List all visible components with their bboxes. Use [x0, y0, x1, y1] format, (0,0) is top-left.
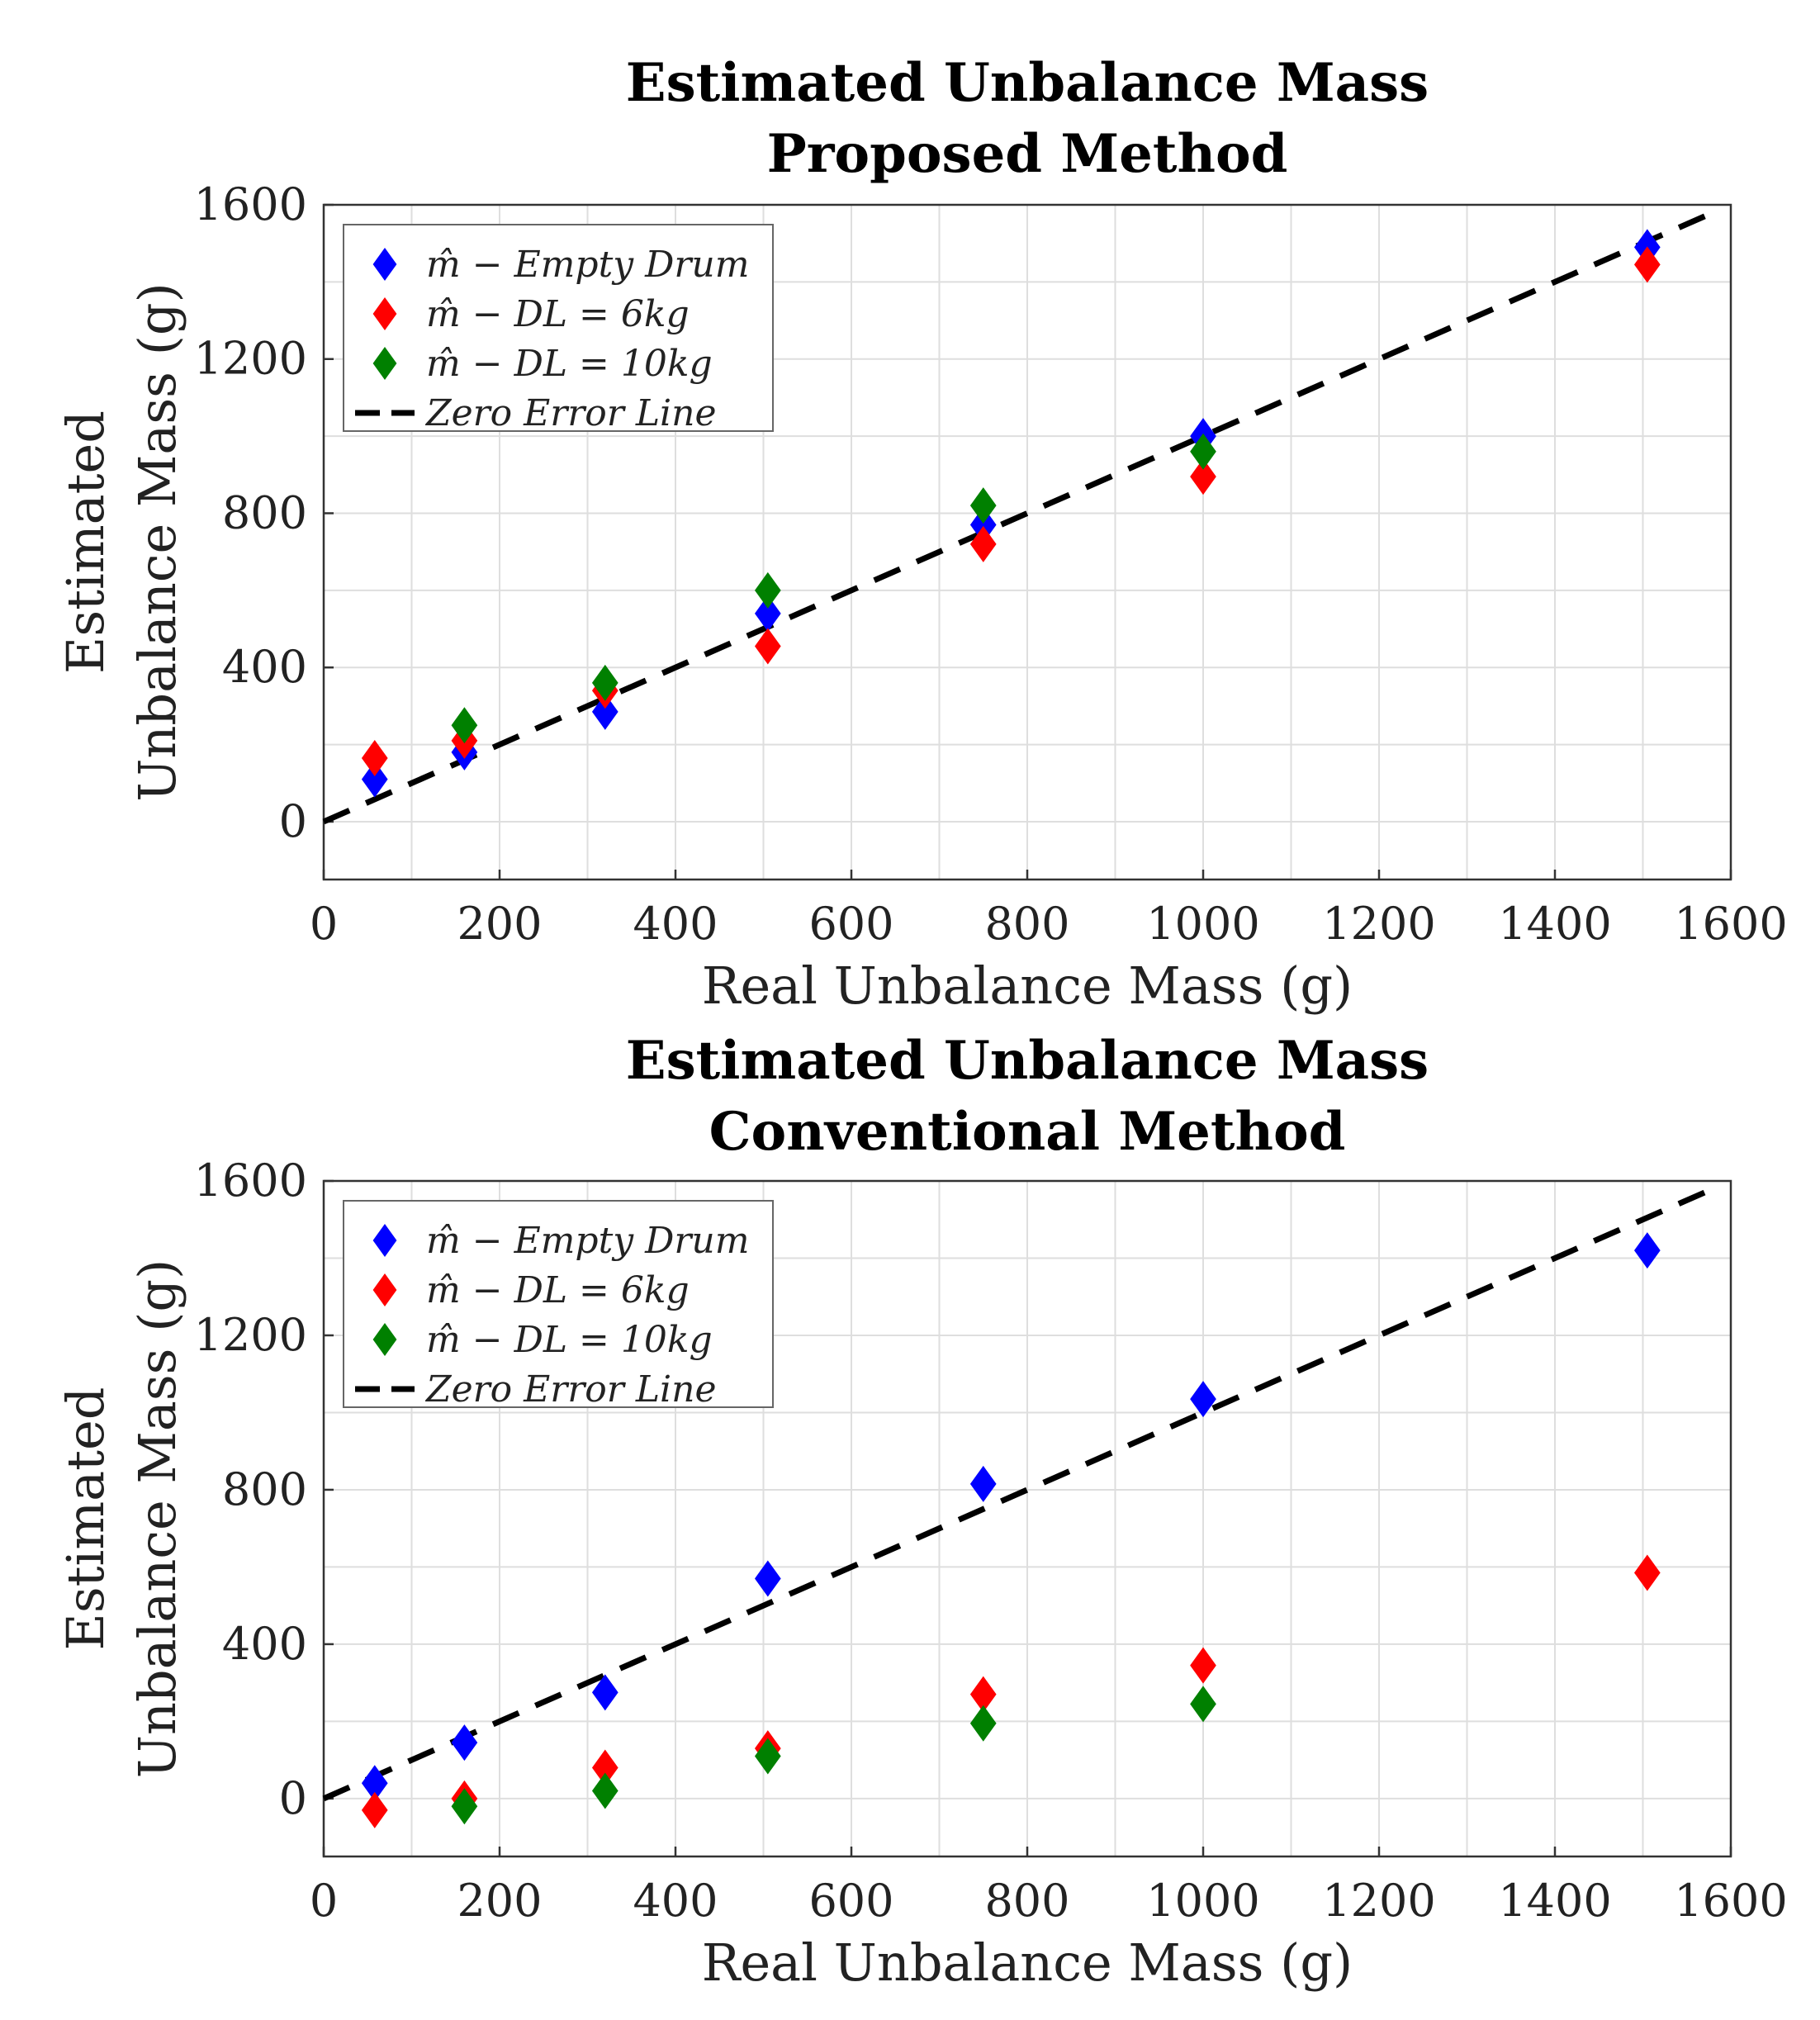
x-tick-label: 1000 [1146, 1875, 1259, 1927]
data-point [754, 628, 781, 665]
x-tick-label: 600 [808, 898, 893, 950]
legend-marker [372, 1273, 397, 1306]
series-1 [361, 1232, 1661, 1802]
y-tick-label: 1600 [194, 178, 307, 230]
legend-marker [372, 1323, 397, 1356]
x-tick-label: 0 [310, 898, 338, 950]
legend-marker [372, 248, 397, 281]
data-point [754, 595, 781, 632]
data-point [361, 739, 388, 776]
x-tick-label: 1600 [1674, 898, 1787, 950]
legend-label: m̂ − DL = 6kg [426, 1269, 690, 1311]
legend-label: m̂ − DL = 6kg [426, 293, 690, 335]
legend-label: m̂ − Empty Drum [426, 1220, 749, 1262]
data-point [451, 707, 478, 744]
data-point [451, 1724, 478, 1762]
legend-marker [372, 347, 397, 380]
chart-title-line-1: Estimated Unbalance Mass [626, 1030, 1429, 1092]
x-tick-label: 1400 [1498, 1875, 1611, 1927]
legend-box [343, 1200, 774, 1408]
x-tick-label: 800 [984, 1875, 1069, 1927]
series-3 [451, 433, 1216, 744]
data-point [969, 506, 997, 543]
x-axis-label: Real Unbalance Mass (g) [702, 955, 1353, 1016]
x-tick-label: 200 [457, 1875, 542, 1927]
chart-title-line-1: Estimated Unbalance Mass [626, 52, 1429, 114]
x-tick-label: 1000 [1146, 898, 1259, 950]
data-point [1190, 1686, 1216, 1723]
series-2 [361, 1554, 1661, 1828]
data-point [1190, 1381, 1216, 1418]
series-3 [451, 1686, 1216, 1825]
legend-label: m̂ − DL = 10kg [426, 343, 713, 385]
data-point [591, 1772, 619, 1809]
y-tick-label: 0 [279, 1772, 307, 1824]
y-tick-label: 1200 [194, 333, 307, 385]
data-point [1633, 246, 1661, 283]
data-point [969, 525, 997, 562]
x-axis-label: Real Unbalance Mass (g) [702, 1932, 1353, 1993]
data-point [591, 664, 619, 701]
chart-title-line-2: Conventional Method [709, 1101, 1346, 1163]
data-point [451, 1788, 478, 1825]
y-axis-label-line-1: Estimated [55, 1387, 116, 1651]
x-tick-label: 400 [633, 898, 718, 950]
legend: m̂ − Empty Drum m̂ − DL = 6kg m̂ − DL = 10… [343, 1200, 774, 1411]
data-point [1190, 433, 1216, 470]
x-tick-label: 800 [984, 898, 1069, 950]
data-point [754, 1560, 781, 1597]
y-axis-label-line-1: Estimated [55, 410, 116, 674]
data-point [361, 1765, 388, 1802]
legend-label: Zero Error Line [424, 1368, 716, 1411]
chart-2: Estimated Unbalance Mass Conventional Met… [55, 1030, 1788, 1993]
data-point [1633, 1554, 1661, 1591]
legend: m̂ − Empty Drum m̂ − DL = 6kg m̂ − DL = 10… [343, 224, 774, 434]
y-tick-label: 1200 [194, 1309, 307, 1361]
y-tick-label: 400 [222, 641, 307, 693]
y-axis-label-line-2: Unbalance Mass (g) [127, 1259, 187, 1779]
data-point [969, 1676, 997, 1713]
data-point [754, 1738, 781, 1775]
legend-marker [372, 1224, 397, 1257]
data-point [1190, 458, 1216, 496]
x-tick-label: 1200 [1322, 898, 1435, 950]
y-tick-label: 1600 [194, 1155, 307, 1207]
data-point [969, 487, 997, 524]
zero-error-line [322, 1186, 1715, 1802]
data-point [591, 693, 619, 730]
x-tick-label: 0 [310, 1875, 338, 1927]
data-point [969, 1705, 997, 1742]
y-tick-label: 0 [279, 795, 307, 847]
zero-error-line [322, 210, 1715, 825]
data-point [591, 1674, 619, 1711]
legend-box [343, 224, 774, 432]
x-tick-label: 200 [457, 898, 542, 950]
data-point [361, 761, 388, 798]
y-tick-label: 800 [222, 486, 307, 538]
y-tick-label: 400 [222, 1618, 307, 1670]
data-point [361, 1791, 388, 1828]
data-point [754, 571, 781, 609]
legend-label: m̂ − Empty Drum [426, 244, 749, 286]
legend-label: Zero Error Line [424, 392, 716, 434]
x-tick-label: 400 [633, 1875, 718, 1927]
legend-label: m̂ − DL = 10kg [426, 1319, 713, 1361]
y-tick-label: 800 [222, 1463, 307, 1515]
y-axis-label-line-2: Unbalance Mass (g) [127, 282, 187, 802]
chart-title-line-2: Proposed Method [767, 123, 1288, 185]
chart-1: Estimated Unbalance Mass Proposed Method 0… [55, 52, 1788, 1016]
x-tick-label: 600 [808, 1875, 893, 1927]
data-point [591, 1749, 619, 1786]
x-tick-label: 1200 [1322, 1875, 1435, 1927]
x-tick-label: 1600 [1674, 1875, 1787, 1927]
x-tick-label: 1400 [1498, 898, 1611, 950]
data-point [969, 1465, 997, 1502]
data-point [1190, 1647, 1216, 1684]
data-point [1633, 1232, 1661, 1269]
legend-marker [372, 297, 397, 330]
